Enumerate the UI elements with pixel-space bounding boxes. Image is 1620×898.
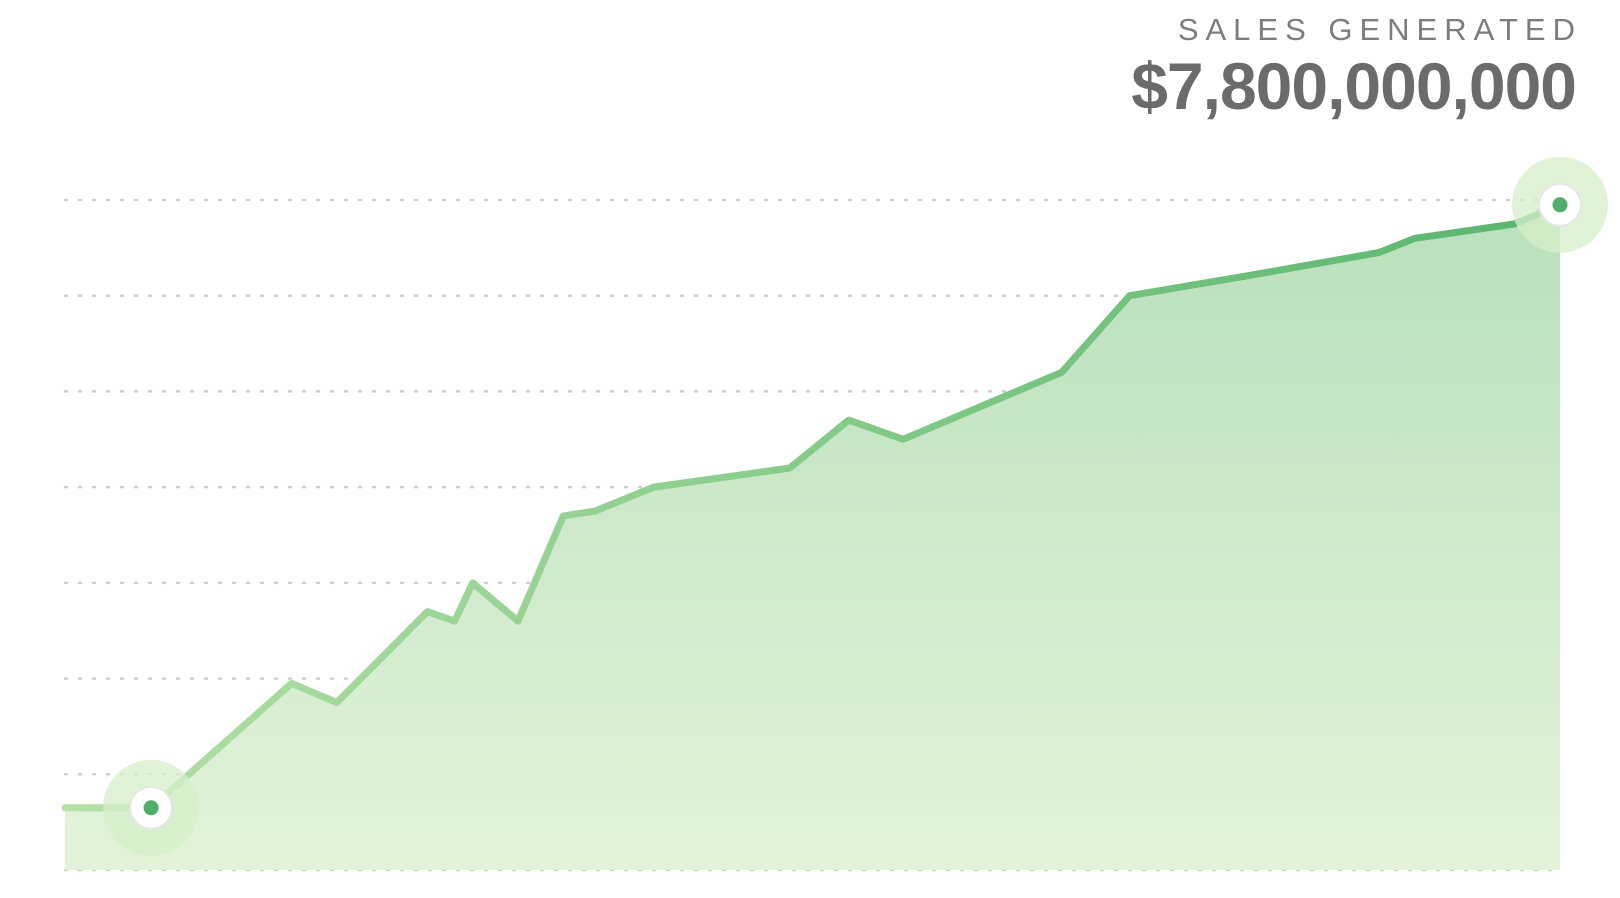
marker-dot [143, 800, 159, 816]
highlight-markers [103, 156, 1608, 856]
sales-total-value: $7,800,000,000 [1131, 49, 1577, 123]
data-point-marker [1512, 156, 1608, 253]
chart-header: SALES GENERATED $7,800,000,000 [1131, 14, 1577, 123]
sales-generated-label: SALES GENERATED [1177, 12, 1582, 47]
sales-line [61, 201, 1564, 812]
marker-dot [1552, 197, 1568, 213]
data-point-marker [103, 759, 200, 856]
sales-area-fill [65, 204, 1560, 871]
